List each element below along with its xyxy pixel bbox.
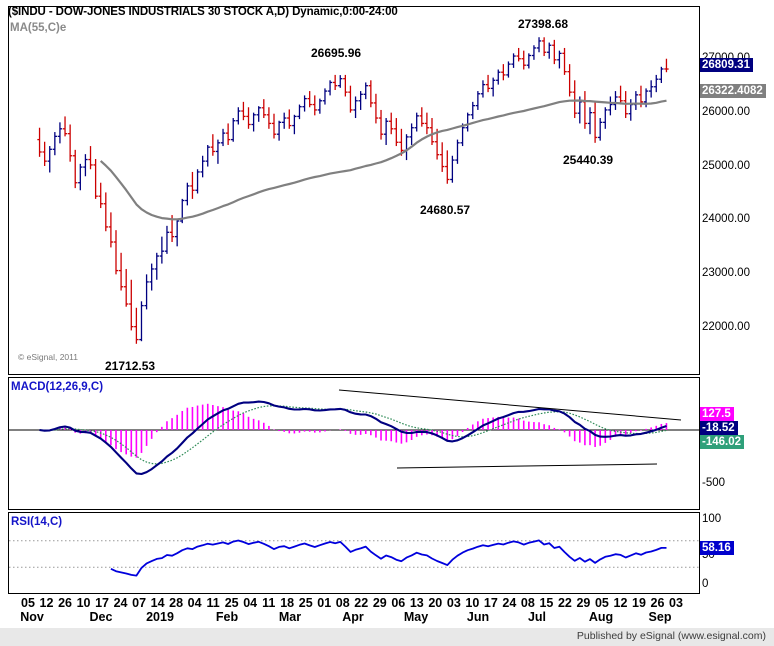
price-chart-panel[interactable] <box>8 6 700 375</box>
macd-value-chip[interactable]: -18.52 <box>700 421 738 435</box>
date-axis-month: Dec <box>89 610 113 624</box>
date-axis-day: 01 <box>317 596 332 610</box>
date-axis-day: 22 <box>557 596 572 610</box>
price-axis-label: 25000.00 <box>702 159 750 172</box>
price-annotation: 21712.53 <box>105 359 156 373</box>
copyright-notice: © eSignal, 2011 <box>18 352 78 362</box>
rsi-axis-label-100: 100 <box>702 513 722 525</box>
last-price-chip[interactable]: 26809.31 <box>700 58 753 72</box>
rsi-plot-area <box>9 513 699 593</box>
date-axis-day: 04 <box>243 596 258 610</box>
date-axis-day: 12 <box>39 596 54 610</box>
date-axis-day: 22 <box>354 596 369 610</box>
footer-attribution: Published by eSignal (www.esignal.com) <box>576 630 766 642</box>
date-axis-day: 14 <box>150 596 165 610</box>
date-axis-day: 03 <box>669 596 683 610</box>
macd-chart-panel[interactable] <box>8 377 700 510</box>
date-axis-month: 2019 <box>146 610 174 624</box>
date-axis-day: 12 <box>613 596 628 610</box>
date-axis-day: 11 <box>262 596 276 610</box>
date-axis-day: 19 <box>632 596 646 610</box>
date-axis-day: 08 <box>520 596 535 610</box>
date-axis-day: 11 <box>206 596 220 610</box>
price-series-svg <box>37 37 669 344</box>
price-plot-area <box>9 7 699 374</box>
date-axis-day: 24 <box>113 596 128 610</box>
date-axis-days: 05 12 26 10 17 24 07 14 28 04 11 25 04 11 18 25 01 08 22 29… <box>8 596 700 611</box>
macd-histogram-chip[interactable]: -146.02 <box>700 435 745 449</box>
date-axis-day: 26 <box>58 596 72 610</box>
date-axis-day: 10 <box>465 596 480 610</box>
date-axis: 05 12 26 10 17 24 07 14 28 04 11 25 04 11 18 25 01 08 22 29… <box>8 596 700 628</box>
macd-signal-chip[interactable]: 127.5 <box>700 407 734 421</box>
date-axis-day: 07 <box>132 596 147 610</box>
date-axis-month: Feb <box>215 610 239 624</box>
date-axis-month: Mar <box>278 610 302 624</box>
price-axis-label: 24000.00 <box>702 213 750 226</box>
rsi-value-chip[interactable]: 58.16 <box>700 541 734 555</box>
date-axis-day: 26 <box>650 596 665 610</box>
date-axis-day: 25 <box>224 596 239 610</box>
symbol-title: ($INDU - DOW-JONES INDUSTRIALS 30 STOCK … <box>8 6 398 18</box>
date-axis-month: Aug <box>588 610 614 624</box>
price-axis-label: 23000.00 <box>702 267 750 280</box>
macd-plot-area <box>9 378 699 509</box>
date-axis-day: 05 <box>21 596 35 610</box>
date-axis-day: 18 <box>280 596 295 610</box>
price-annotation: 26695.96 <box>311 46 362 60</box>
ma-value-chip[interactable]: 26322.4082 <box>700 84 766 98</box>
moving-average-label: MA(55,C)e <box>10 22 67 34</box>
date-axis-month: Sep <box>648 610 672 624</box>
date-axis-day: 03 <box>446 596 461 610</box>
price-annotation: 24680.57 <box>420 203 471 217</box>
macd-axis-label-low: -500 <box>702 477 726 489</box>
price-axis-label: 26000.00 <box>702 105 750 118</box>
footer-bar <box>0 628 774 646</box>
date-axis-day: 29 <box>576 596 591 610</box>
macd-series-svg <box>9 389 699 476</box>
date-axis-day: 06 <box>391 596 406 610</box>
date-axis-day: 28 <box>169 596 184 610</box>
date-axis-month: Apr <box>342 610 364 624</box>
date-axis-day: 25 <box>298 596 313 610</box>
rsi-label: RSI(14,C) <box>11 516 63 528</box>
date-axis-day: 29 <box>372 596 387 610</box>
window-top-rule <box>0 0 774 2</box>
macd-label: MACD(12,26,9,C) <box>11 381 104 393</box>
price-axis-label: 22000.00 <box>702 321 750 334</box>
date-axis-day: 04 <box>187 596 202 610</box>
date-axis-day: 20 <box>428 596 443 610</box>
date-axis-day: 05 <box>594 596 609 610</box>
rsi-series-svg <box>9 539 699 577</box>
price-annotation: 27398.68 <box>518 17 569 31</box>
date-axis-month: May <box>403 610 429 624</box>
rsi-chart-panel[interactable] <box>8 512 700 594</box>
date-axis-day: 13 <box>409 596 424 610</box>
date-axis-month: Jul <box>527 610 547 624</box>
date-axis-month: Jun <box>466 610 490 624</box>
date-axis-day: 08 <box>335 596 350 610</box>
date-axis-day: 17 <box>95 596 109 610</box>
date-axis-day: 17 <box>483 596 498 610</box>
rsi-axis-label-0: 0 <box>702 578 709 590</box>
date-axis-month: Nov <box>20 610 44 624</box>
date-axis-months: Nov Dec 2019 Feb Mar Apr May Jun Jul Aug Sep <box>8 610 700 626</box>
date-axis-day: 24 <box>502 596 517 610</box>
date-axis-day: 15 <box>539 596 554 610</box>
date-axis-day: 10 <box>76 596 91 610</box>
price-annotation: 25440.39 <box>563 153 614 167</box>
